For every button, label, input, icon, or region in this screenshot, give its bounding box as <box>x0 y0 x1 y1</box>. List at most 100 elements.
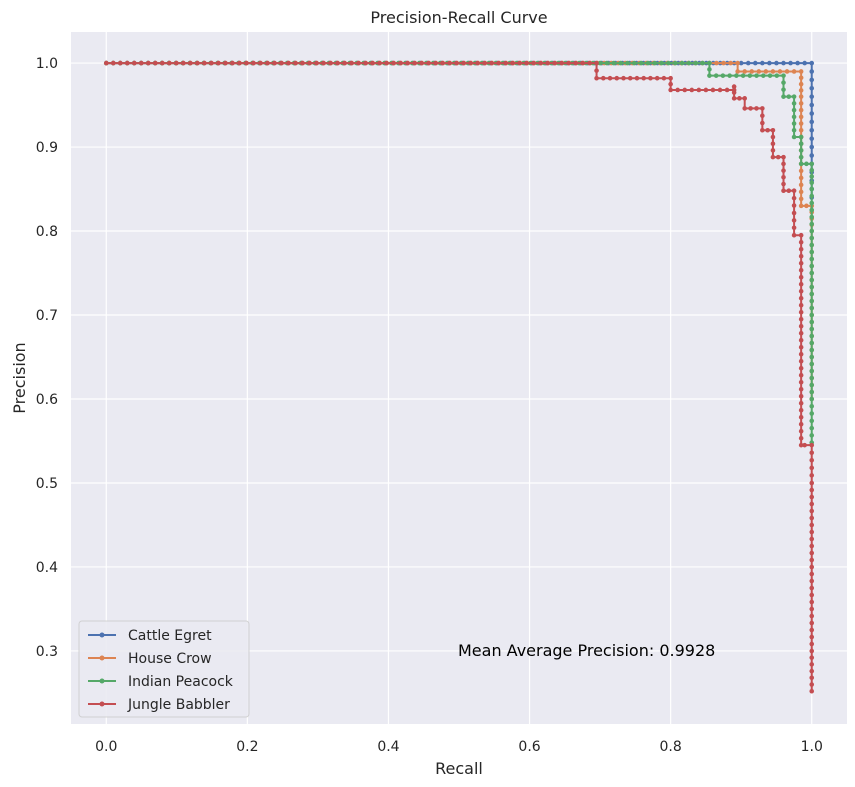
legend-box <box>78 620 250 718</box>
data-point <box>798 168 804 174</box>
data-point <box>809 688 815 694</box>
data-point <box>580 60 585 66</box>
data-point <box>809 557 815 563</box>
data-point <box>774 60 779 66</box>
data-point <box>731 90 737 95</box>
data-point <box>809 207 815 213</box>
data-point <box>809 627 815 633</box>
data-point <box>809 480 815 486</box>
data-point <box>202 60 207 66</box>
data-point <box>809 389 815 395</box>
data-point <box>767 73 773 78</box>
data-point <box>809 180 815 186</box>
data-point <box>809 550 815 556</box>
data-point <box>601 75 606 81</box>
data-point <box>594 68 599 73</box>
data-point <box>752 60 758 66</box>
data-point <box>809 186 815 192</box>
data-point <box>770 154 776 160</box>
data-point <box>809 319 815 325</box>
data-point <box>791 101 797 106</box>
data-point <box>419 60 424 66</box>
data-point <box>634 75 640 81</box>
data-point <box>809 85 815 91</box>
data-point <box>798 351 804 357</box>
data-point <box>720 73 726 78</box>
data-point <box>798 435 804 441</box>
data-point <box>809 291 815 297</box>
data-point <box>809 167 815 173</box>
data-point <box>809 298 815 304</box>
data-point <box>659 60 664 66</box>
data-point <box>809 564 815 570</box>
data-point <box>618 60 623 66</box>
data-point <box>798 69 804 74</box>
data-point <box>195 60 200 66</box>
x-axis-title: Recall <box>435 759 483 778</box>
data-point <box>237 60 242 66</box>
y-tick-label: 0.4 <box>36 560 58 576</box>
data-point <box>510 60 515 66</box>
data-point <box>809 425 815 431</box>
data-point <box>809 249 815 255</box>
data-point <box>798 344 804 350</box>
data-point <box>774 73 780 78</box>
data-point <box>809 111 815 116</box>
data-point <box>798 302 804 308</box>
data-point <box>641 75 646 81</box>
data-point <box>798 288 804 294</box>
data-point <box>798 88 804 93</box>
data-point <box>693 60 699 66</box>
data-point <box>737 96 742 101</box>
x-tick-label: 1.0 <box>801 739 823 755</box>
data-point <box>809 119 815 125</box>
data-point <box>754 73 759 78</box>
data-point <box>621 75 626 81</box>
data-point <box>552 60 557 66</box>
data-point <box>761 73 766 78</box>
data-point <box>809 277 815 283</box>
data-point <box>809 585 815 591</box>
data-point <box>713 73 719 78</box>
data-point <box>809 361 815 367</box>
data-point <box>742 96 748 101</box>
x-tick-label: 0.0 <box>95 739 117 755</box>
data-point <box>809 136 815 141</box>
data-point <box>760 127 765 133</box>
data-point <box>795 60 800 66</box>
data-point <box>798 260 804 266</box>
data-point <box>798 75 804 81</box>
data-point <box>809 161 815 167</box>
data-point <box>707 60 712 66</box>
data-point <box>809 501 815 507</box>
data-point <box>461 60 466 66</box>
data-point <box>770 148 776 153</box>
data-point <box>760 120 765 126</box>
data-point <box>809 200 815 206</box>
data-point <box>798 182 804 188</box>
data-point <box>809 592 815 598</box>
data-point <box>798 101 804 106</box>
data-point <box>809 94 815 99</box>
data-point <box>742 69 748 74</box>
data-point <box>223 60 228 66</box>
data-point <box>809 522 815 528</box>
data-point <box>209 60 214 66</box>
data-point <box>742 106 748 111</box>
data-point <box>809 368 815 374</box>
data-point <box>786 188 792 194</box>
data-point <box>809 620 815 626</box>
data-point <box>798 203 804 209</box>
y-axis-title: Precision <box>10 342 29 413</box>
data-point <box>798 114 804 120</box>
legend-marker <box>99 701 105 707</box>
data-point <box>809 77 815 83</box>
data-point <box>798 386 804 392</box>
series-jungle-babbler <box>103 60 815 694</box>
x-tick-label: 0.2 <box>236 739 258 755</box>
data-point <box>760 113 765 118</box>
y-tick-label: 1.0 <box>36 56 58 72</box>
data-point <box>652 60 658 66</box>
data-point <box>809 668 815 674</box>
